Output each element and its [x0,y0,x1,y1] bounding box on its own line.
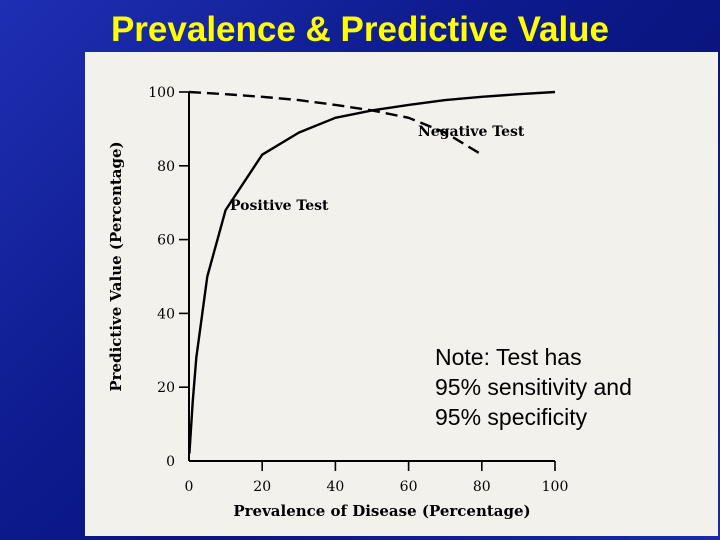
positive-test-label: Positive Test [230,198,329,214]
y-tick-label: 0 [166,454,175,470]
chart-axes [188,92,555,462]
note-line-2: 95% sensitivity and [435,374,632,400]
chart-ticks: 0 20 40 60 80 100 0 20 40 60 80 100 [148,85,568,495]
x-axis-label: Prevalence of Disease (Percentage) [233,502,530,520]
y-tick-label: 60 [157,233,175,249]
note-box: Note: Test has 95% sensitivity and 95% s… [435,342,715,432]
x-tick-label: 20 [253,479,271,495]
scanned-figure: 0 20 40 60 80 100 0 20 40 60 80 100 Prevalence of D… [85,52,718,536]
slide-title: Prevalence & Predictive Value [110,10,610,49]
y-axis-label: Predictive Value (Percentage) [107,141,125,391]
negative-test-line [188,90,483,156]
x-tick-label: 80 [473,479,491,495]
x-tick-label: 0 [185,479,194,495]
x-tick-label: 100 [542,479,569,495]
positive-test-line [188,90,556,454]
x-tick-label: 40 [326,479,344,495]
y-tick-label: 20 [157,380,175,396]
y-tick-label: 80 [157,159,175,175]
prevalence-chart: 0 20 40 60 80 100 0 20 40 60 80 100 Prevalence of D… [107,85,568,520]
chart-lines [188,90,556,454]
y-tick-label: 100 [148,85,175,101]
negative-test-label: Negative Test [418,124,525,140]
x-tick-label: 60 [400,479,418,495]
chart-labels: Prevalence of Disease (Percentage) Predic… [107,124,531,520]
note-line-1: Note: Test has [435,344,582,370]
y-tick-label: 40 [157,306,175,322]
note-line-3: 95% specificity [435,404,588,430]
